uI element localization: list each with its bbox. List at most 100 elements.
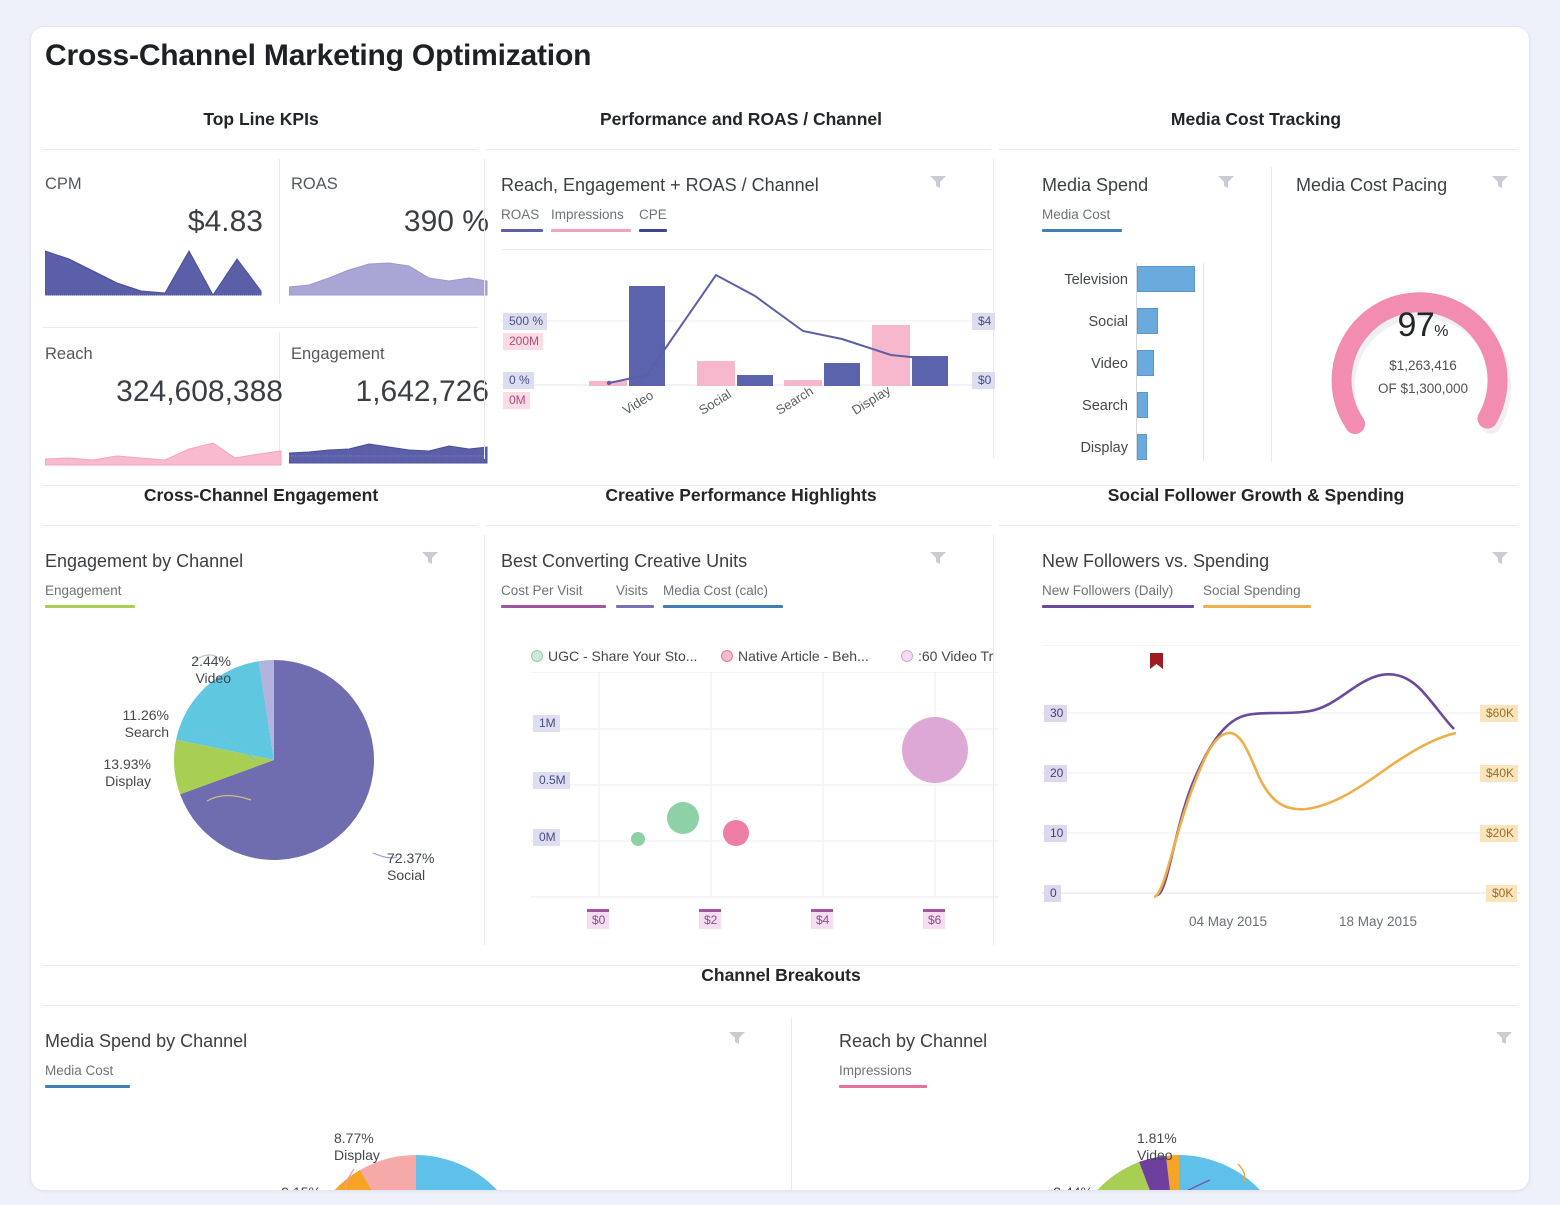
gauge-target: OF $1,300,000 [1377, 381, 1469, 396]
bar-label-search: Search [1082, 398, 1128, 414]
axis-label-followers-20: 20 [1044, 765, 1068, 782]
divider [43, 149, 478, 150]
legend-ugc[interactable]: UGC - Share Your Sto... [531, 648, 697, 664]
panel-title-engagement-by-channel: Engagement by Channel [45, 551, 244, 571]
axis-label-cpe-min: $0 [972, 372, 996, 389]
breakout-label-search: 9.15% Search [249, 1184, 321, 1190]
kpi-label-roas: ROAS [291, 175, 338, 193]
axis-label-roas-max: 500 % [503, 313, 548, 330]
axis-label-cpv-6: $6 [923, 909, 946, 929]
panel-title-media-spend: Media Spend [1042, 175, 1149, 195]
measure-cost-per-visit-underline [501, 605, 606, 608]
breakout-label-display-pct: 8.77 [334, 1130, 362, 1146]
measure-impressions[interactable]: Impressions [551, 207, 624, 222]
axis-label-cpv-0: $0 [587, 909, 610, 929]
axis-date-18may: 18 May 2015 [1339, 914, 1418, 929]
measure-new-followers-underline [1042, 605, 1194, 608]
axis-label-followers-30: 30 [1044, 705, 1068, 722]
best-converting-scatter [531, 672, 999, 898]
measure-media-cost-calc[interactable]: Media Cost (calc) [663, 583, 769, 598]
divider [791, 1017, 792, 1190]
legend-dot-video-tr [901, 650, 913, 662]
gauge-value-wrap: 97% [1313, 306, 1529, 345]
pie-label-video-name: Video [195, 670, 231, 686]
divider [279, 332, 280, 457]
roas-sparkline [289, 262, 488, 296]
legend-label-video-tr: :60 Video Tr [918, 648, 994, 664]
axis-label-visits-0m: 0M [533, 829, 560, 846]
engagement-sparkline [289, 443, 488, 464]
measure-media-cost-underline [1042, 229, 1122, 232]
bar-label-video: Video [1091, 356, 1128, 372]
filter-icon[interactable] [1495, 1031, 1513, 1045]
section-header-top-line-kpis: Top Line KPIs [203, 109, 319, 129]
measure-cpe[interactable]: CPE [639, 207, 667, 222]
pie-label-social-pct: 72.37 [387, 850, 423, 866]
pie-label-search-name: Search [124, 724, 169, 740]
breakout-label-video-pct: 1.81 [1137, 1130, 1165, 1146]
bar-label-display: Display [1080, 440, 1128, 456]
legend-native-article[interactable]: Native Article - Beh... [721, 648, 869, 664]
panel-title-reach-engagement-roas: Reach, Engagement + ROAS / Channel [501, 175, 819, 195]
axis-line [1136, 263, 1137, 461]
pie-label-display: 13.93% Display [103, 756, 152, 789]
filter-icon[interactable] [1491, 551, 1509, 565]
measure-new-followers[interactable]: New Followers (Daily) [1042, 583, 1174, 598]
measure-roas[interactable]: ROAS [501, 207, 540, 222]
measure-visits[interactable]: Visits [616, 583, 649, 598]
kpi-label-reach: Reach [45, 345, 93, 363]
axis-label-roas-min: 0 % [503, 372, 534, 389]
divider [993, 159, 994, 459]
axis-label-impressions-min: 0M [503, 392, 530, 409]
breakout-label-video-name: Video [1137, 1147, 1173, 1163]
measure-cpe-underline [639, 229, 667, 232]
divider [43, 485, 1517, 486]
reach-by-channel-pie [1097, 1155, 1260, 1190]
axis-label-spending-60k: $60K [1480, 705, 1519, 722]
measure-media-cost[interactable]: Media Cost [1042, 207, 1111, 222]
axis-label-impressions-max: 200M [503, 333, 544, 350]
measure-media-cost-breakout-underline [45, 1085, 130, 1088]
axis-label-spending-40k: $40K [1480, 765, 1519, 782]
divider [43, 965, 1517, 966]
filter-icon[interactable] [1217, 175, 1235, 189]
axis-label-spending-0k: $0K [1486, 885, 1518, 902]
breakout-label-display: 8.77% Display [334, 1130, 380, 1163]
measure-social-spending[interactable]: Social Spending [1203, 583, 1301, 598]
measure-impressions-breakout[interactable]: Impressions [839, 1063, 912, 1078]
bar-television [1137, 266, 1195, 292]
bar-label-television: Television [1064, 272, 1128, 288]
filter-icon[interactable] [728, 1031, 746, 1045]
bar-display [1137, 434, 1147, 460]
divider [484, 159, 485, 459]
filter-icon[interactable] [929, 551, 947, 565]
measure-impressions-underline [551, 229, 631, 232]
breakout-label-search2-pct: 2.44 [1053, 1184, 1080, 1190]
media-spend-pie-leaders [344, 1168, 355, 1190]
filter-icon[interactable] [421, 551, 439, 565]
measure-media-cost-breakout[interactable]: Media Cost [45, 1063, 114, 1078]
legend-dot-native-article [721, 650, 733, 662]
filter-icon[interactable] [1491, 175, 1509, 189]
divider [484, 535, 485, 945]
legend-video-tr[interactable]: :60 Video Tr [901, 648, 993, 664]
bar-social [1137, 308, 1158, 334]
pie-label-search-pct: 11.26 [122, 707, 157, 723]
divider [43, 525, 478, 526]
section-header-cross-channel-engagement: Cross-Channel Engagement [143, 485, 379, 505]
filter-icon[interactable] [929, 175, 947, 189]
panel-title-best-converting: Best Converting Creative Units [501, 551, 748, 571]
axis-label-cpv-4: $4 [811, 909, 834, 929]
divider [1271, 167, 1272, 462]
divider [279, 159, 280, 304]
pie-label-search: 11.26% Search [122, 707, 169, 740]
gauge-percent-sign: % [1434, 323, 1449, 340]
section-header-performance-roas: Performance and ROAS / Channel [599, 109, 882, 129]
divider [999, 149, 1517, 150]
measure-cost-per-visit[interactable]: Cost Per Visit [501, 583, 583, 598]
measure-engagement[interactable]: Engagement [45, 583, 122, 598]
breakout-label-display-name: Display [334, 1147, 380, 1163]
breakout-label-search-pct: 9.15 [281, 1184, 308, 1190]
pie-label-video-pct: 2.44 [191, 653, 219, 669]
kpi-value-engagement: 1,642,726 [355, 375, 489, 408]
